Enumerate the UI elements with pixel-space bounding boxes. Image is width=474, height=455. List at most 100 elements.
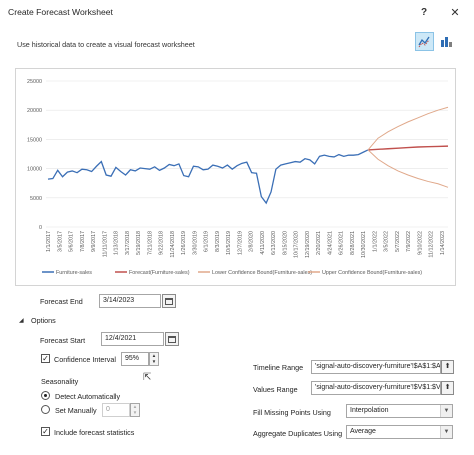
x-tick-label: 11/24/2018: [170, 231, 176, 258]
detect-automatically-label: Detect Automatically: [55, 392, 121, 401]
x-tick-label: 3/17/2018: [125, 231, 131, 255]
spin-up-icon[interactable]: ▲: [132, 404, 138, 409]
x-tick-label: 10/17/2020: [294, 231, 300, 258]
x-tick-label: 1/13/2018: [114, 231, 120, 255]
x-tick-label: 8/3/2019: [215, 231, 221, 252]
x-tick-label: 11/11/2017: [102, 231, 108, 257]
x-tick-label: 11/12/2022: [429, 231, 435, 258]
series-line-upper-confidence-bound-furniture-sales-: [367, 106, 449, 151]
x-tick-label: 6/1/2019: [204, 231, 210, 252]
title-bar: Create Forecast Worksheet ? ✕: [0, 0, 474, 26]
x-tick-label: 6/13/2020: [271, 231, 277, 255]
x-tick-label: 3/5/2022: [384, 231, 390, 252]
legend-label: Lower Confidence Bound(Furniture-sales): [212, 270, 312, 276]
x-tick-label: 4/24/2021: [327, 231, 333, 255]
mouse-cursor-icon: ⇱: [143, 372, 152, 383]
fill-missing-dropdown[interactable]: Interpolation ▼: [346, 404, 453, 418]
forecast-start-label: Forecast Start: [40, 336, 86, 345]
x-tick-label: 1/1/2022: [372, 231, 378, 252]
confidence-interval-label: Confidence Interval: [54, 355, 116, 364]
dialog-title: Create Forecast Worksheet: [8, 7, 113, 17]
x-tick-label: 1/14/2023: [440, 231, 446, 255]
forecast-chart: 0 5000 10000 15000 20000 25000 1/1/2017 3/5/201…: [15, 68, 456, 286]
aggregate-duplicates-dropdown[interactable]: Average ▼: [346, 425, 453, 439]
timeline-range-collapse-button[interactable]: ⬆: [441, 360, 454, 374]
x-tick-label: 12/19/2020: [305, 231, 311, 258]
confidence-interval-checkbox[interactable]: ✓: [41, 354, 50, 363]
forecast-end-label-text: Forecast End: [40, 297, 83, 306]
help-button[interactable]: ?: [420, 7, 428, 18]
forecast-end-input[interactable]: 3/14/2023: [99, 294, 161, 308]
y-tick-label: 20000: [27, 108, 42, 114]
series-line-lower-confidence-bound-furniture-sales-: [367, 149, 449, 188]
calendar-icon: [168, 336, 176, 343]
y-tick-label: 5000: [30, 196, 42, 202]
series-line-forecast-furniture-sales-: [367, 145, 449, 151]
x-tick-label: 12/7/2019: [237, 231, 243, 255]
x-tick-label: 4/11/2020: [260, 231, 266, 255]
calendar-icon: [165, 298, 173, 305]
fill-missing-label: Fill Missing Points Using: [253, 408, 331, 417]
x-tick-label: 2/20/2021: [316, 231, 322, 255]
set-manually-input[interactable]: 0: [102, 403, 130, 417]
y-tick-label: 10000: [27, 167, 42, 173]
x-tick-label: 8/28/2021: [350, 231, 356, 255]
aggregate-duplicates-value: Average: [350, 428, 376, 435]
legend-label: Forecast(Furniture-sales): [129, 270, 190, 276]
set-manually-label: Set Manually: [55, 406, 97, 415]
timeline-range-input[interactable]: 'signal-auto-discovery-furniture'!$A$1:$…: [311, 360, 441, 374]
y-tick-label: 15000: [27, 137, 42, 143]
spin-up-icon[interactable]: ▲: [151, 353, 157, 358]
forecast-end-calendar-button[interactable]: [162, 294, 176, 308]
x-tick-label: 3/30/2019: [192, 231, 198, 255]
forecast-chart-svg: 0 5000 10000 15000 20000 25000 1/1/2017 3/5/201…: [27, 79, 449, 276]
values-range-input[interactable]: 'signal-auto-discovery-furniture'!$V$1:$…: [311, 381, 441, 395]
forecast-end-label: Forecast End: [40, 297, 83, 306]
x-tick-label: 2/8/2020: [249, 231, 255, 252]
column-chart-button[interactable]: [437, 32, 456, 51]
x-tick-label: 7/21/2018: [147, 231, 153, 255]
x-tick-label: 10/5/2019: [226, 231, 232, 255]
close-button[interactable]: ✕: [450, 7, 460, 19]
x-tick-label: 8/15/2020: [282, 231, 288, 255]
x-tick-label: 1/26/2019: [181, 231, 187, 255]
x-tick-label: 1/1/2017: [46, 231, 52, 252]
include-statistics-label: Include forecast statistics: [54, 428, 135, 437]
y-tick-label: 25000: [27, 79, 42, 85]
values-range-collapse-button[interactable]: ⬆: [441, 381, 454, 395]
x-tick-label: 5/19/2018: [136, 231, 142, 255]
timeline-range-label: Timeline Range: [253, 363, 304, 372]
forecast-start-input[interactable]: 12/4/2021: [101, 332, 164, 346]
include-statistics-checkbox[interactable]: ✓: [41, 427, 50, 436]
x-tick-label: 3/5/2017: [57, 231, 63, 252]
x-tick-label: 9/22/2018: [159, 231, 165, 255]
forecast-start-calendar-button[interactable]: [165, 332, 179, 346]
chevron-down-icon[interactable]: ▼: [440, 426, 452, 438]
x-tick-label: 9/9/2017: [91, 231, 97, 252]
x-tick-label: 5/7/2022: [395, 231, 401, 252]
legend-label: Upper Confidence Bound(Furniture-sales): [322, 270, 422, 276]
x-tick-label: 7/8/2017: [80, 231, 86, 252]
x-tick-label: 9/10/2022: [417, 231, 423, 255]
aggregate-duplicates-label: Aggregate Duplicates Using: [253, 429, 343, 438]
dialog-description: Use historical data to create a visual f…: [17, 40, 195, 49]
line-chart-button[interactable]: [415, 32, 434, 51]
set-manually-spinner[interactable]: ▲ ▼: [130, 403, 140, 417]
options-toggle[interactable]: Options: [31, 316, 56, 325]
detect-automatically-radio[interactable]: [41, 391, 50, 400]
confidence-interval-spinner[interactable]: ▲ ▼: [149, 352, 159, 366]
chevron-down-icon[interactable]: ▼: [440, 405, 452, 417]
line-chart-icon: [418, 36, 430, 48]
options-collapse-icon[interactable]: ◢: [19, 318, 24, 324]
confidence-interval-input[interactable]: 95%: [121, 352, 149, 366]
set-manually-radio[interactable]: [41, 405, 50, 414]
spin-down-icon[interactable]: ▼: [151, 359, 157, 364]
y-tick-label: 0: [39, 225, 42, 231]
values-range-label: Values Range: [253, 385, 298, 394]
spin-down-icon[interactable]: ▼: [132, 410, 138, 415]
fill-missing-value: Interpolation: [350, 407, 389, 414]
series-line-furniture-sales: [47, 149, 369, 205]
x-tick-label: 6/26/2021: [339, 231, 345, 255]
x-tick-label: 5/6/2017: [69, 231, 75, 252]
